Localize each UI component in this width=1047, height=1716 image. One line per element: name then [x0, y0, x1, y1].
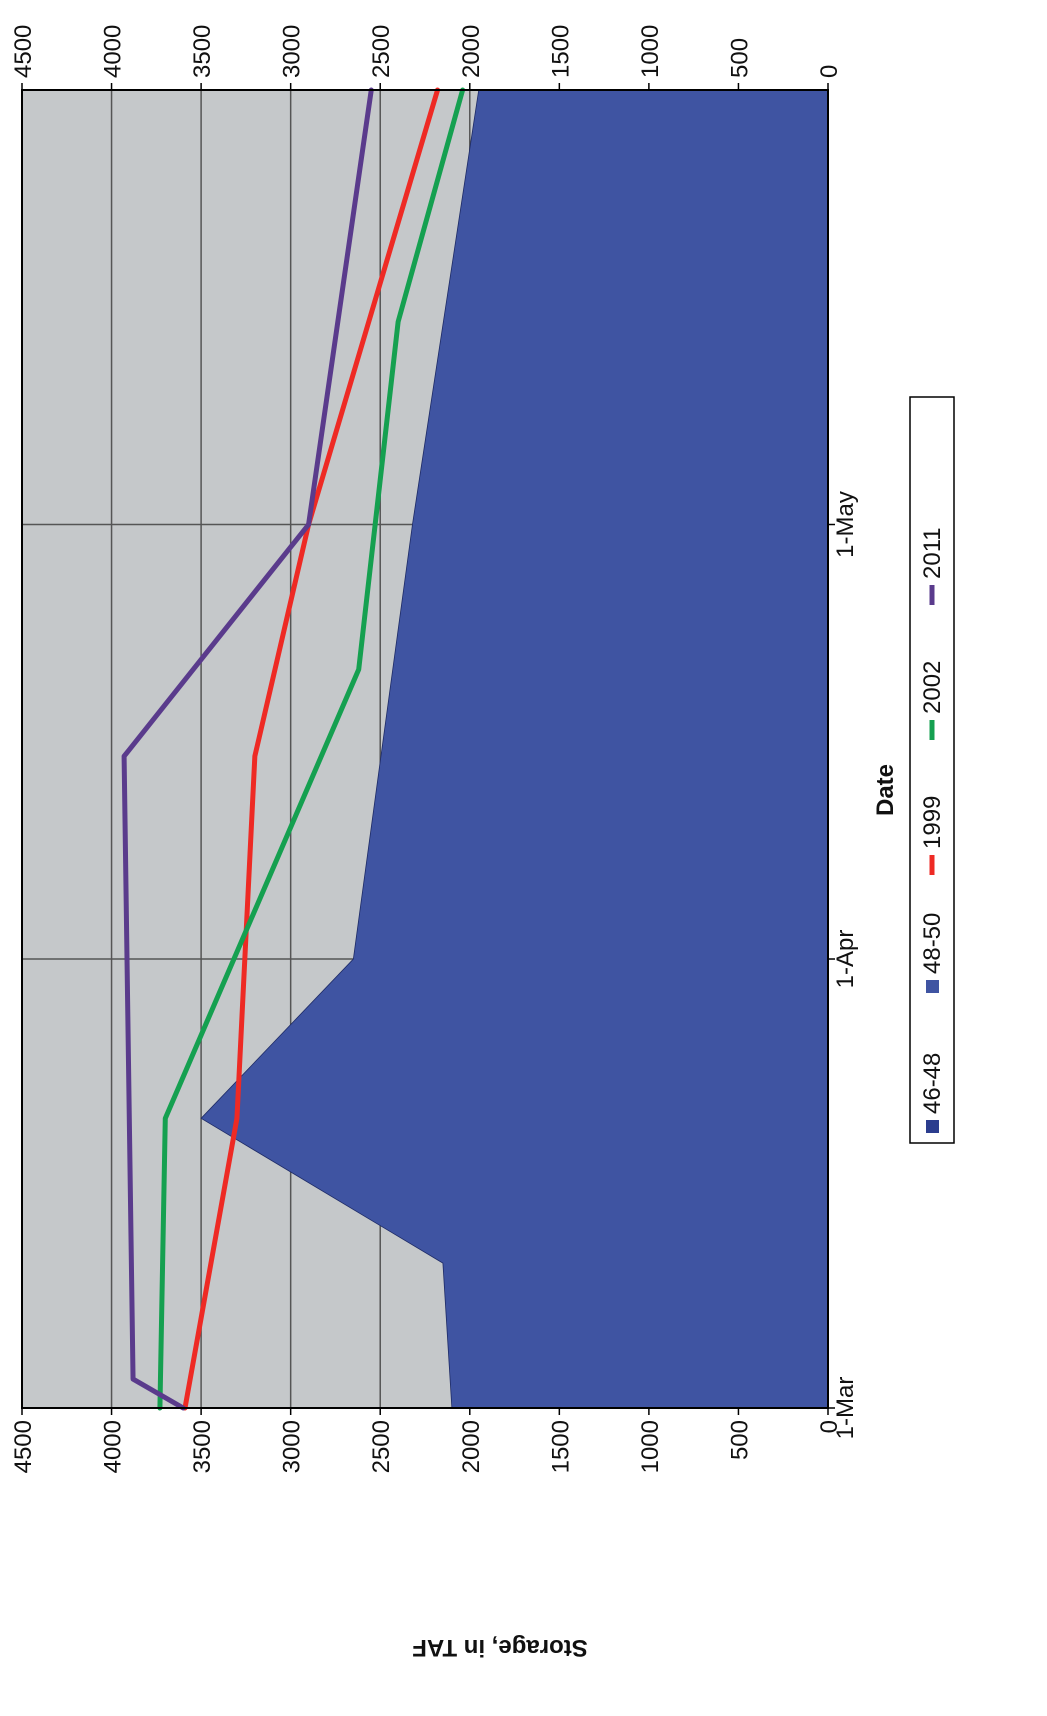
value-tick-label: 2000 — [458, 1420, 485, 1473]
right-tick-label: 1000 — [637, 25, 664, 78]
right-tick-label: 4000 — [100, 25, 127, 78]
value-tick-label: 1000 — [637, 1420, 664, 1473]
value-tick-label: 3000 — [279, 1420, 306, 1473]
legend-swatch-46-48 — [926, 1120, 939, 1133]
x-axis-title: Date — [872, 764, 899, 816]
axes: 0 500 1000 1500 2000 2500 3000 3500 4000 4500 0 500… — [10, 25, 899, 1661]
date-tick-label: 1-Apr — [832, 930, 859, 989]
series-line-2002 — [157, 87, 466, 1411]
right-tick-label: 3500 — [189, 25, 216, 78]
legend-label-2011: 2011 — [919, 527, 946, 579]
legend-label-48-50: 48-50 — [919, 913, 946, 974]
series-line-2011 — [121, 87, 374, 1411]
date-tick-label: 1-Mar — [832, 1377, 859, 1440]
legend-label-1999: 1999 — [919, 796, 946, 849]
y-axis-title: Storage, in TAF — [412, 1634, 588, 1661]
value-tick-label: 4500 — [10, 1420, 37, 1473]
right-tick-label: 0 — [816, 65, 843, 78]
series-line-1999 — [182, 87, 441, 1411]
legend-label-46-48: 46-48 — [919, 1053, 946, 1114]
legend: 46-48 48-50 1999 2002 2011 — [909, 396, 955, 1144]
value-tick-label: 4000 — [100, 1420, 127, 1473]
date-tick-label: 1-May — [832, 491, 859, 558]
right-tick-label: 2500 — [368, 25, 395, 78]
right-tick-label: 1500 — [547, 25, 574, 78]
value-tick-label: 3500 — [189, 1420, 216, 1473]
legend-label-2002: 2002 — [919, 661, 946, 714]
right-tick-label: 4500 — [10, 25, 37, 78]
right-tick-label: 500 — [726, 38, 753, 78]
value-tick-label: 500 — [726, 1420, 753, 1460]
value-tick-label: 1500 — [547, 1420, 574, 1473]
series — [121, 87, 829, 1411]
right-tick-label: 3000 — [279, 25, 306, 78]
value-tick-label: 0 — [816, 1420, 843, 1433]
value-tick-label: 2500 — [368, 1420, 395, 1473]
plot-area-border — [21, 89, 829, 1409]
legend-box — [909, 396, 955, 1144]
right-tick-label: 2000 — [458, 25, 485, 78]
legend-swatch-48-50 — [926, 980, 939, 993]
